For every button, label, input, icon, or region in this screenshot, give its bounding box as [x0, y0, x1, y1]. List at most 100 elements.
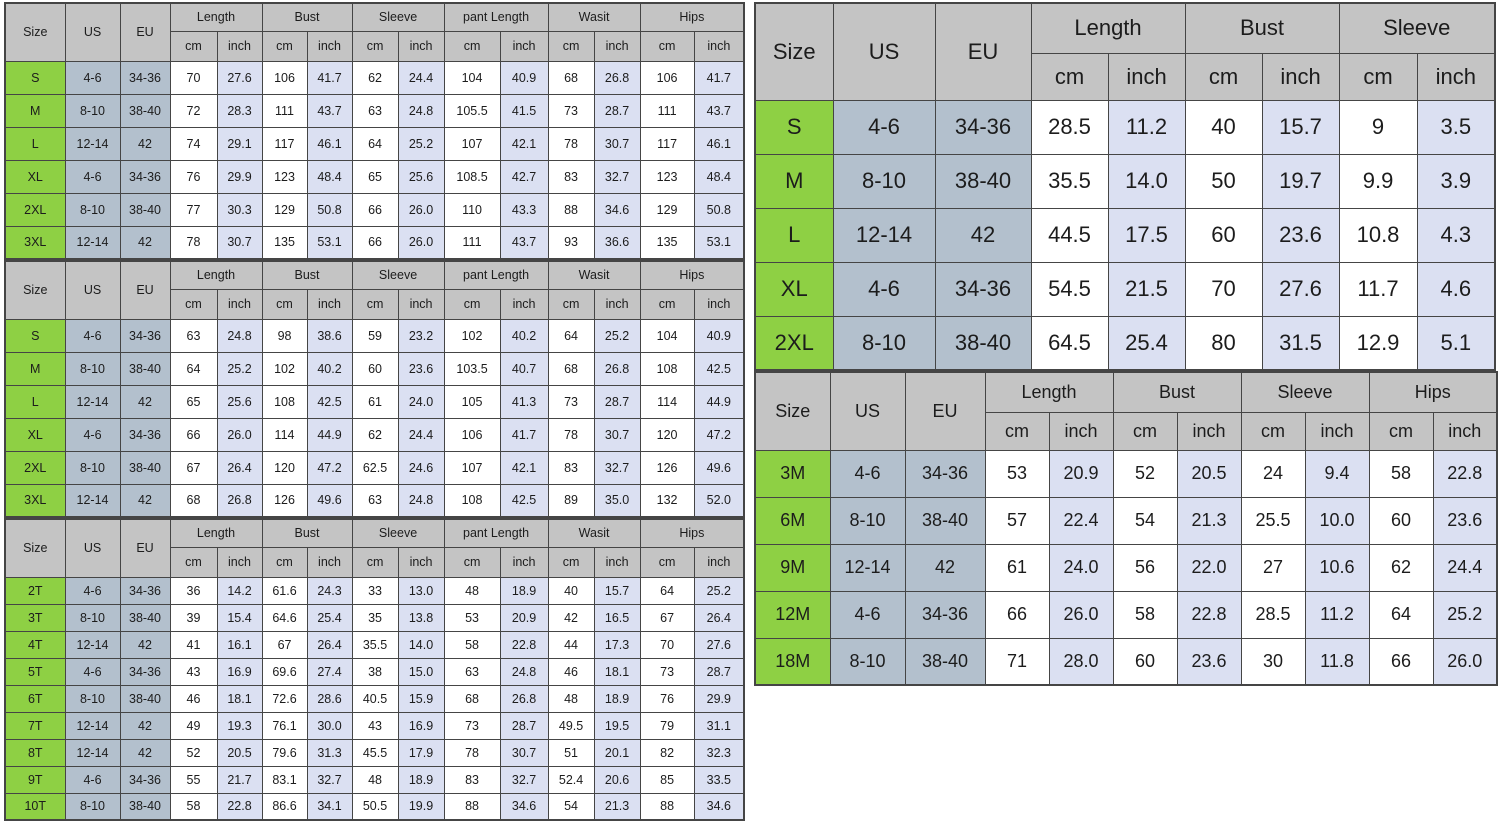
- size-cell: M: [754, 153, 834, 209]
- value-cell: 28.0: [1048, 637, 1114, 686]
- value-cell: 12.9: [1338, 315, 1418, 371]
- value-cell: 28.3: [216, 93, 263, 128]
- size-cell: S: [4, 318, 66, 353]
- unit-header-cm: cm: [547, 288, 595, 320]
- value-cell: 129: [261, 192, 308, 227]
- col-group-bust: Bust: [1112, 371, 1242, 413]
- value-cell: 26.4: [306, 630, 353, 659]
- us-cell: 4-6: [64, 657, 121, 686]
- us-cell: 12-14: [64, 126, 121, 161]
- size-cell: 7T: [4, 711, 66, 740]
- unit-header-cm: cm: [1030, 52, 1109, 101]
- value-cell: 117: [261, 126, 308, 161]
- value-cell: 28.7: [499, 711, 549, 740]
- table-row: XL 4-6 34-36 54.5 21.5 70 27.6 11.7 4.6: [754, 261, 1496, 317]
- col-group-bust: Bust: [1184, 2, 1340, 54]
- table-row: M 8-10 38-40 72 28.3 111 43.7 63 24.8 105.5 41.5 73…: [4, 93, 745, 128]
- size-cell: 3XL: [4, 483, 66, 518]
- col-header-size: Size: [4, 518, 66, 578]
- eu-cell: 38-40: [119, 603, 171, 632]
- value-cell: 34.1: [306, 792, 353, 821]
- value-cell: 19.7: [1261, 153, 1340, 209]
- us-cell: 8-10: [64, 450, 121, 485]
- value-cell: 70: [1184, 261, 1263, 317]
- value-cell: 83.1: [261, 765, 308, 794]
- value-cell: 88: [443, 792, 501, 821]
- unit-header-inch: inch: [216, 546, 263, 578]
- value-cell: 22.8: [1432, 449, 1498, 498]
- eu-cell: 42: [119, 711, 171, 740]
- col-group-sleeve: Sleeve: [1240, 371, 1370, 413]
- value-cell: 26.4: [216, 450, 263, 485]
- value-cell: 15.7: [1261, 99, 1340, 155]
- value-cell: 27.6: [693, 630, 745, 659]
- size-cell: XL: [754, 261, 834, 317]
- value-cell: 62.5: [351, 450, 399, 485]
- value-cell: 41.7: [693, 60, 745, 95]
- value-cell: 28.5: [1030, 99, 1109, 155]
- col-header-us: US: [829, 371, 906, 451]
- table-row: 3XL 12-14 42 78 30.7 135 53.1 66 26.0 111 43.7 93 36…: [4, 225, 745, 260]
- value-cell: 73: [443, 711, 501, 740]
- size-cell: 2XL: [4, 192, 66, 227]
- value-cell: 62: [351, 417, 399, 452]
- table-row: 7T 12-14 42 49 19.3 76.1 30.0 43 16.9 73 28.7 49.5 1…: [4, 711, 745, 740]
- value-cell: 36.6: [593, 225, 641, 260]
- value-cell: 110: [443, 192, 501, 227]
- right-column: Size US EU Length Bust Sleeve cm inch cm inch cm in…: [754, 2, 1499, 686]
- unit-header-cm: cm: [351, 288, 399, 320]
- value-cell: 24.4: [397, 60, 445, 95]
- unit-header-cm: cm: [1240, 411, 1306, 451]
- us-cell: 12-14: [64, 738, 121, 767]
- value-cell: 111: [639, 93, 695, 128]
- table-row: 12M 4-6 34-36 66 26.0 58 22.8 28.5 11.2 64 25.2: [754, 590, 1498, 639]
- value-cell: 68: [547, 351, 595, 386]
- col-group-hips: Hips: [639, 2, 745, 32]
- value-cell: 108.5: [443, 159, 501, 194]
- value-cell: 20.9: [499, 603, 549, 632]
- value-cell: 66: [169, 417, 218, 452]
- value-cell: 44.9: [306, 417, 353, 452]
- eu-cell: 38-40: [904, 637, 986, 686]
- us-cell: 4-6: [832, 261, 936, 317]
- value-cell: 103.5: [443, 351, 501, 386]
- size-chart-baby-months: Size US EU Length Bust Sleeve Hips cm inch cm inch…: [754, 371, 1499, 686]
- table-row: L 12-14 42 65 25.6 108 42.5 61 24.0 105 41.3 73 28.7…: [4, 384, 745, 419]
- value-cell: 64: [547, 318, 595, 353]
- value-cell: 66: [1368, 637, 1434, 686]
- value-cell: 13.0: [397, 576, 445, 605]
- value-cell: 83: [547, 159, 595, 194]
- value-cell: 30.3: [216, 192, 263, 227]
- value-cell: 41.5: [499, 93, 549, 128]
- us-cell: 8-10: [64, 603, 121, 632]
- value-cell: 68: [169, 483, 218, 518]
- value-cell: 117: [639, 126, 695, 161]
- value-cell: 26.8: [216, 483, 263, 518]
- us-cell: 12-14: [64, 711, 121, 740]
- value-cell: 42.5: [306, 384, 353, 419]
- value-cell: 16.5: [593, 603, 641, 632]
- value-cell: 38: [351, 657, 399, 686]
- value-cell: 11.2: [1304, 590, 1370, 639]
- value-cell: 22.8: [499, 630, 549, 659]
- size-cell: 4T: [4, 630, 66, 659]
- size-cell: 3T: [4, 603, 66, 632]
- value-cell: 26.0: [1048, 590, 1114, 639]
- value-cell: 25.6: [216, 384, 263, 419]
- value-cell: 78: [547, 417, 595, 452]
- value-cell: 65: [169, 384, 218, 419]
- col-header-us: US: [64, 260, 121, 320]
- value-cell: 11.2: [1107, 99, 1186, 155]
- value-cell: 44: [547, 630, 595, 659]
- value-cell: 9.9: [1338, 153, 1418, 209]
- value-cell: 21.7: [216, 765, 263, 794]
- value-cell: 42.7: [499, 159, 549, 194]
- size-cell: 9T: [4, 765, 66, 794]
- value-cell: 76: [639, 684, 695, 713]
- value-cell: 126: [639, 450, 695, 485]
- col-group-length: Length: [984, 371, 1114, 413]
- value-cell: 47.2: [306, 450, 353, 485]
- value-cell: 23.6: [397, 351, 445, 386]
- value-cell: 104: [443, 60, 501, 95]
- value-cell: 68: [547, 60, 595, 95]
